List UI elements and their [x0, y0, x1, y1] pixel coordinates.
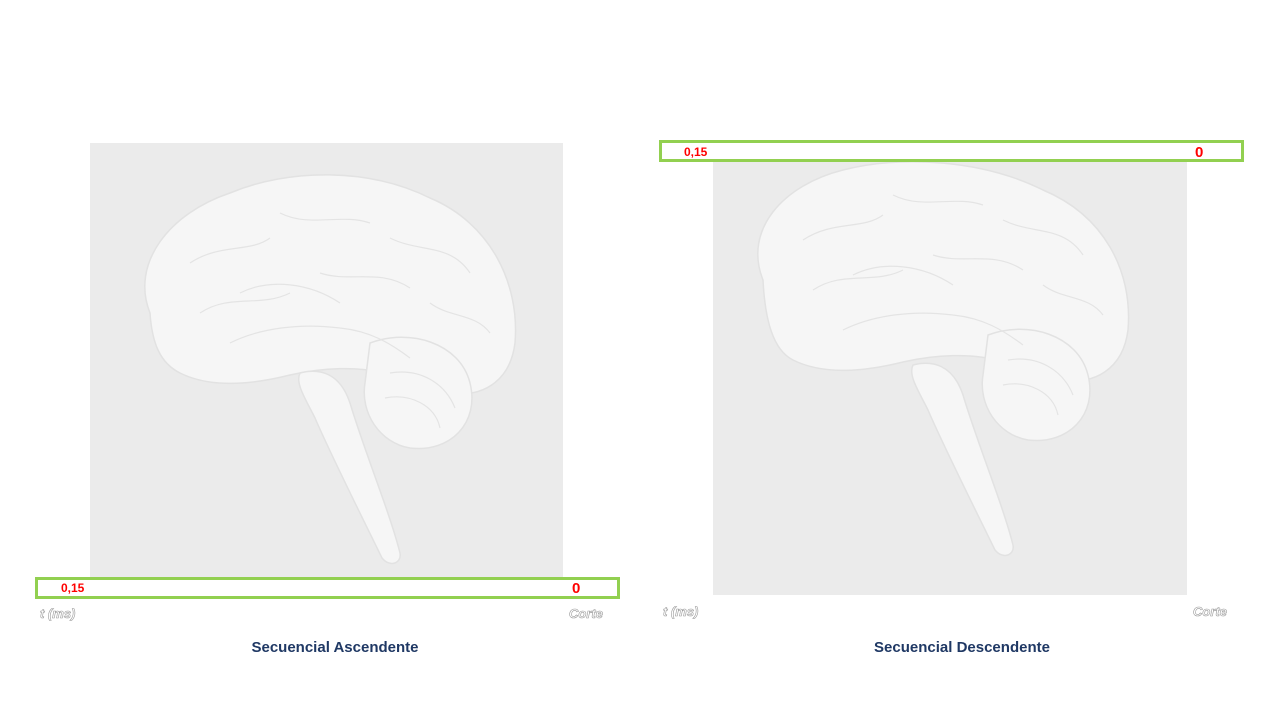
- bar-start-value-left: 0,15: [61, 581, 85, 595]
- axis-label-time-left: t (ms): [40, 606, 76, 622]
- bar-end-value-right: 0: [1195, 144, 1204, 161]
- bar-end-value-left: 0: [572, 580, 581, 597]
- caption-right: Secuencial Descendente: [874, 639, 1050, 656]
- axis-label-time-right: t (ms): [663, 604, 699, 620]
- caption-left: Secuencial Ascendente: [251, 639, 419, 656]
- brain-image-left: [90, 143, 563, 578]
- slice-order-bar-left: [35, 577, 620, 599]
- brain-sagittal-illustration: [757, 161, 1130, 557]
- slice-order-bar-right: [659, 140, 1244, 162]
- brain-image-right: [713, 160, 1187, 595]
- brain-sagittal-illustration: [144, 174, 517, 565]
- axis-label-slice-right: Corte: [1193, 604, 1228, 620]
- axis-label-slice-left: Corte: [569, 606, 604, 622]
- bar-start-value-right: 0,15: [684, 145, 708, 159]
